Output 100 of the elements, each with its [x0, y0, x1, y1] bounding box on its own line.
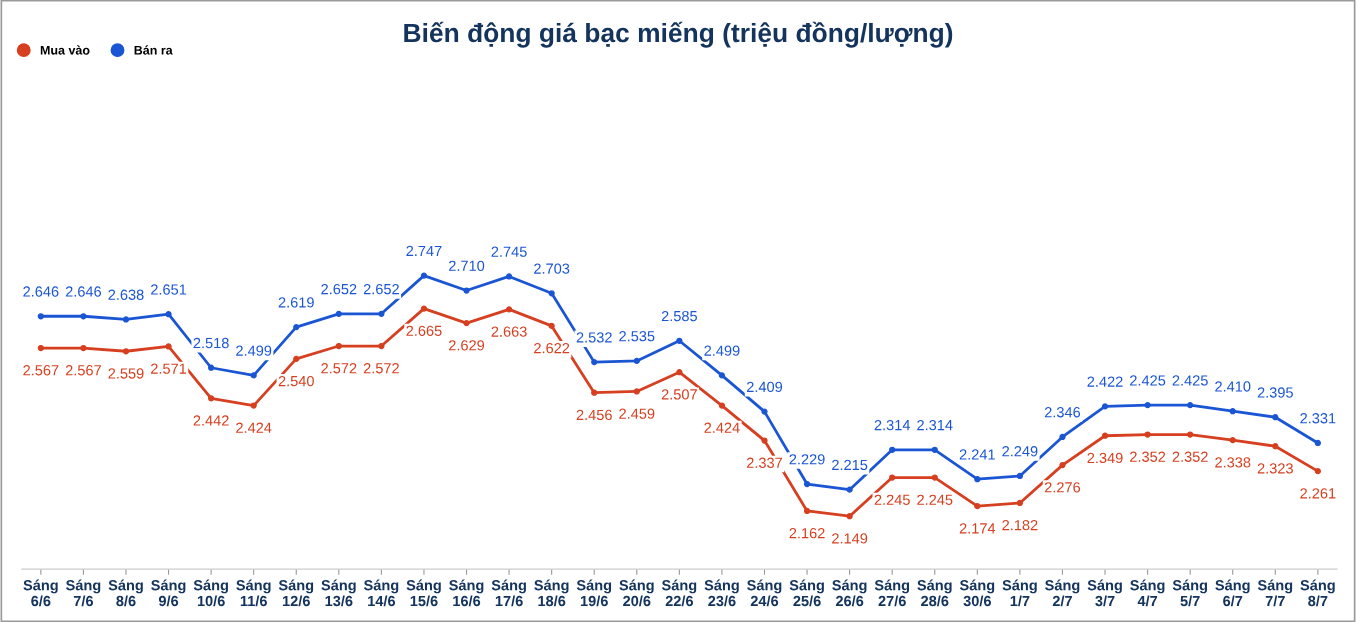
- chart-title: Biến động giá bạc miếng (triệu đồng/lượng): [404, 21, 953, 48]
- data-label: 2.182: [1002, 519, 1038, 531]
- x-tick-label: Sáng 22/6: [661, 579, 697, 607]
- data-label: 2.710: [449, 260, 485, 271]
- data-label: 2.349: [1087, 452, 1123, 464]
- point: [889, 446, 896, 453]
- data-label: 2.162: [789, 528, 825, 539]
- data-label: 2.352: [1172, 451, 1208, 462]
- x-tick-label: Sáng 5/7: [1172, 579, 1208, 607]
- point: [931, 474, 938, 481]
- data-label: 2.424: [236, 422, 272, 433]
- x-tick-label: Sáng 18/6: [534, 579, 569, 607]
- x-tick-label: Sáng 16/6: [449, 579, 484, 607]
- data-label: 2.518: [193, 337, 229, 349]
- data-label: 2.352: [1130, 451, 1166, 462]
- data-label: 2.532: [576, 332, 612, 343]
- point: [122, 348, 130, 355]
- data-label: 2.567: [65, 365, 101, 376]
- data-label: 2.646: [23, 286, 59, 297]
- data-label: 2.337: [746, 457, 783, 468]
- point: [207, 364, 215, 371]
- point: [378, 310, 385, 317]
- data-label: 2.395: [1257, 387, 1293, 398]
- point: [1101, 403, 1109, 410]
- x-tick-label: Sáng 20/6: [619, 579, 654, 607]
- data-label: 2.338: [1215, 457, 1251, 468]
- data-label: 2.425: [1172, 375, 1208, 386]
- data-label: 2.559: [108, 368, 144, 379]
- data-label: 2.540: [278, 375, 314, 387]
- x-tick-label: Sáng 24/6: [747, 579, 782, 607]
- point: [1016, 472, 1024, 480]
- data-label: 2.261: [1300, 488, 1336, 499]
- data-label: 2.442: [193, 415, 229, 426]
- data-label: 2.622: [534, 342, 570, 354]
- data-label: 2.652: [321, 283, 357, 295]
- data-label: 2.249: [1002, 446, 1038, 457]
- x-tick-label: Sáng 17/6: [491, 579, 526, 607]
- x-tick-label: Sáng 9/6: [151, 579, 186, 607]
- x-tick-label: Sáng 6/6: [23, 579, 58, 607]
- x-tick-label: Sáng 25/6: [789, 579, 824, 607]
- data-label: 2.331: [1300, 413, 1336, 424]
- data-label: 2.276: [1044, 482, 1081, 493]
- legend-label: Mua vào: [40, 45, 90, 55]
- data-label: 2.572: [363, 363, 399, 374]
- point: [37, 313, 44, 320]
- point: [80, 344, 87, 352]
- point: [718, 372, 726, 379]
- data-label: 2.499: [704, 345, 740, 356]
- point: [250, 372, 257, 379]
- data-label: 2.585: [661, 310, 697, 322]
- data-label: 2.314: [874, 419, 911, 431]
- point: [846, 513, 853, 520]
- point: [420, 305, 428, 312]
- point: [463, 287, 470, 294]
- point: [1187, 402, 1194, 409]
- point: [1187, 431, 1194, 438]
- data-label: 2.499: [236, 345, 272, 356]
- point: [1229, 408, 1236, 415]
- point: [676, 369, 683, 376]
- point: [420, 272, 428, 279]
- point: [633, 388, 640, 395]
- point: [250, 402, 257, 409]
- point: [889, 474, 896, 481]
- point: [37, 344, 44, 352]
- point: [505, 273, 513, 280]
- data-label: 2.215: [832, 459, 868, 471]
- point: [1059, 433, 1066, 441]
- x-tick-label: Sáng 26/6: [832, 579, 867, 607]
- data-label: 2.507: [661, 389, 697, 400]
- x-tick-label: Sáng 6/7: [1215, 579, 1250, 607]
- x-tick-label: Sáng 14/6: [363, 579, 399, 607]
- x-tick-label: Sáng 23/6: [704, 579, 739, 607]
- legend-label: Bán ra: [134, 45, 173, 55]
- data-label: 2.323: [1257, 463, 1293, 474]
- point: [165, 311, 172, 318]
- point: [974, 503, 981, 510]
- point: [1144, 402, 1151, 409]
- point: [676, 337, 683, 344]
- point: [718, 402, 726, 409]
- data-label: 2.572: [321, 363, 357, 374]
- point: [335, 342, 342, 350]
- point: [761, 408, 768, 415]
- point: [293, 355, 300, 363]
- point: [633, 357, 640, 365]
- point: [1314, 439, 1321, 447]
- data-label: 2.424: [704, 422, 740, 433]
- x-tick-label: Sáng 27/6: [874, 579, 910, 607]
- x-tick-label: Sáng 7/6: [66, 579, 101, 607]
- data-label: 2.314: [917, 419, 953, 431]
- point: [548, 322, 555, 330]
- x-tick-label: Sáng 8/6: [108, 579, 143, 607]
- x-tick-label: Sáng 12/6: [278, 579, 314, 607]
- point: [293, 323, 300, 331]
- point: [1144, 431, 1151, 438]
- point: [1272, 414, 1279, 421]
- x-tick-label: Sáng 7/7: [1257, 579, 1293, 607]
- data-label: 2.646: [65, 286, 102, 297]
- x-tick-label: Sáng 13/6: [321, 579, 356, 607]
- point: [1314, 468, 1321, 475]
- data-label: 2.571: [151, 363, 187, 374]
